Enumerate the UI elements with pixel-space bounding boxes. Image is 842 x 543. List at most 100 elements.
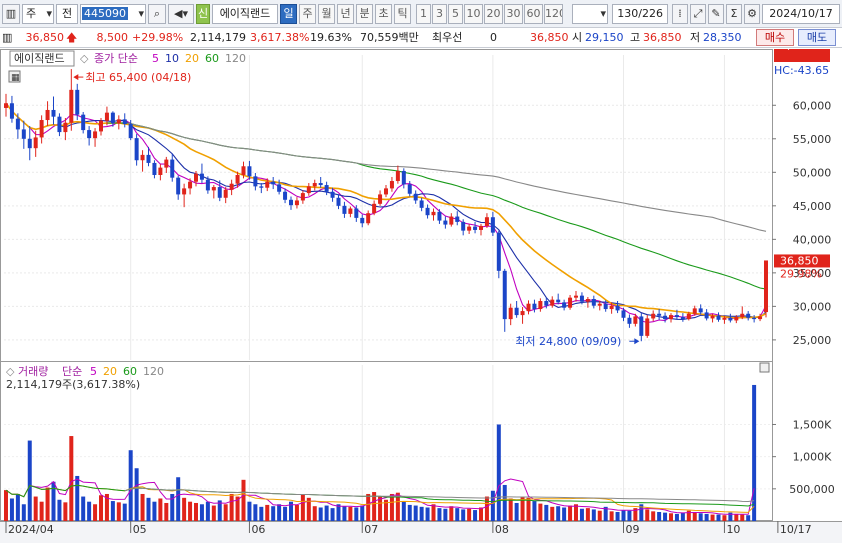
candle-body (99, 120, 103, 132)
candle-body (473, 226, 478, 230)
period-tab[interactable]: 분 (356, 4, 373, 24)
volume-legend-period-60: 60 (123, 365, 137, 378)
volume-bar (259, 506, 264, 521)
candle-body (194, 173, 198, 182)
volume-bar (81, 496, 86, 521)
date-input[interactable]: 2024/10/17 (762, 4, 840, 24)
candle-body (354, 208, 359, 218)
candle-body (217, 187, 222, 198)
split-icon[interactable]: ⤢ (690, 4, 706, 24)
volume-bar (704, 513, 709, 521)
volume-bar (188, 501, 193, 521)
turnover-rate: 19.63% (310, 31, 352, 44)
candle-body (182, 188, 187, 195)
sell-button[interactable]: 매도 (798, 29, 836, 46)
period-tab[interactable]: 초 (375, 4, 392, 24)
candle-body (188, 181, 193, 189)
draw-icon[interactable]: ✎ (708, 4, 724, 24)
grid-icon-glyph: ▦ (11, 73, 20, 83)
volume-bar (342, 506, 347, 521)
candle-body (496, 232, 501, 271)
candle-body (758, 316, 763, 320)
candle-body (449, 216, 454, 225)
chart-layout-icon[interactable]: ▥ (2, 4, 20, 24)
candle-body (360, 217, 365, 224)
period-tab[interactable]: 일 (280, 4, 297, 24)
volume-bar (752, 384, 757, 521)
volume-method: 단순 (62, 365, 82, 378)
candle-body (467, 226, 472, 231)
volume-bar (87, 501, 92, 521)
period-tab[interactable]: 년 (337, 4, 354, 24)
volume-bar (544, 504, 549, 521)
interval-button[interactable]: 3 (432, 4, 447, 24)
price-tick-label: 45,000 (793, 200, 832, 213)
volume-bar (479, 507, 483, 521)
last-volume-tag (774, 49, 830, 62)
type-select[interactable]: 전 (56, 4, 78, 24)
candle-body (734, 317, 739, 321)
count-display[interactable]: 130/226 (612, 4, 668, 24)
stock-chart[interactable]: 25,000 30,000 35,000 40,000 45,000 50,000 55,0… (0, 49, 842, 543)
interval-custom-input[interactable]: ▾ (572, 4, 608, 24)
volume-bar (122, 503, 127, 521)
trade-amount: 70,559백만 (360, 31, 419, 44)
code-input[interactable]: 445090 ▾ (80, 4, 146, 24)
volume-bar (283, 506, 288, 521)
volume-bar (639, 504, 644, 521)
search-icon[interactable]: ⌕ (148, 4, 166, 24)
legend-label: 종가 단순 (94, 52, 138, 65)
interval-button[interactable]: 20 (484, 4, 503, 24)
candle-body (372, 203, 377, 214)
interval-button[interactable]: 30 (504, 4, 523, 24)
volume-bar (734, 513, 739, 521)
candle-body (413, 193, 418, 201)
volume-bar (294, 504, 299, 521)
ma-line-120 (124, 122, 767, 232)
volume-bar (152, 501, 157, 521)
volume-bar (75, 475, 80, 521)
sum-icon[interactable]: Σ (726, 4, 742, 24)
grid-icon[interactable]: ⁞ (672, 4, 688, 24)
interval-button[interactable]: 10 (464, 4, 483, 24)
period-tab[interactable]: 월 (318, 4, 335, 24)
candle-body (746, 313, 751, 318)
interval-button[interactable]: 1 (416, 4, 431, 24)
candle-body (348, 208, 353, 214)
candle-body (532, 303, 537, 310)
volume-bar (401, 501, 406, 521)
stock-name-box (9, 50, 75, 67)
candle-body (740, 313, 745, 318)
hc-indicator: HC:-43.65 (774, 64, 829, 77)
candle-body (698, 308, 703, 313)
speaker-icon[interactable]: ◀▾ (168, 4, 194, 24)
volume-bar (116, 502, 121, 521)
gear-icon[interactable]: ⚙ (744, 4, 760, 24)
interval-button[interactable]: 120 (544, 4, 563, 24)
volume-bar (324, 505, 329, 521)
period-tab[interactable]: 주 (299, 4, 316, 24)
volume-value: 2,114,179 (190, 31, 246, 44)
volume-tick-label: 1,000K (793, 451, 832, 464)
buy-button[interactable]: 매수 (756, 29, 794, 46)
volume-bar (366, 493, 371, 521)
candle-body (265, 181, 270, 188)
volume-bar (336, 504, 341, 521)
market-select[interactable]: 주 ▾ (22, 4, 54, 24)
high-label: 고 (630, 31, 641, 44)
volume-bar (306, 497, 311, 521)
volume-bar (467, 508, 472, 521)
volume-bar (621, 510, 626, 521)
volume-bar (651, 511, 656, 521)
candle-body (419, 200, 424, 208)
volume-bar (9, 498, 14, 521)
volume-bar (680, 512, 685, 521)
candle-body (425, 207, 430, 216)
period-tab[interactable]: 틱 (394, 4, 411, 24)
candle-body (431, 211, 436, 216)
interval-button[interactable]: 5 (448, 4, 463, 24)
new-badge[interactable]: 신 (196, 4, 210, 24)
ask-price: 36,850 (530, 31, 569, 44)
stock-name: 에이직랜드 (212, 4, 278, 24)
interval-button[interactable]: 60 (524, 4, 543, 24)
